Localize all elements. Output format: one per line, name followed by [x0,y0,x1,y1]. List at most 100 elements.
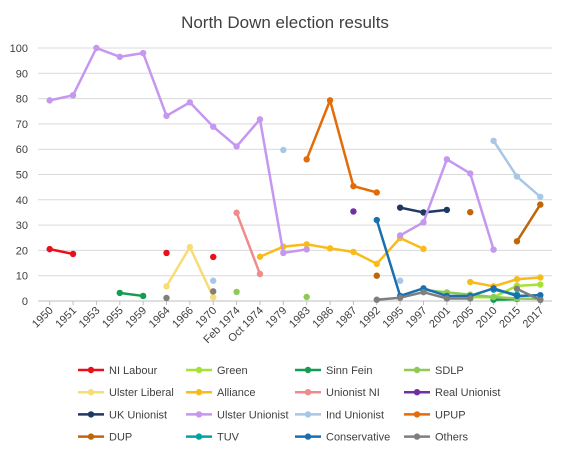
data-point [373,216,380,224]
x-tick-label: 1955 [100,305,126,331]
legend-label: Ulster Unionist [217,409,289,421]
data-point [513,276,521,283]
series-line [235,211,262,276]
data-point [326,245,334,252]
y-tick-label: 30 [16,220,28,232]
series-line [398,158,495,251]
data-point [233,209,240,216]
x-tick-label: 1997 [404,305,430,331]
data-point [139,49,147,57]
legend-swatch-marker [413,366,421,374]
series-line [515,203,542,243]
legend-swatch-marker [195,411,203,418]
y-tick-label: 10 [16,271,28,283]
legend-label: NI Labour [109,365,158,377]
data-point [373,189,380,196]
series-line [305,99,379,194]
data-point [537,274,544,281]
data-point [537,201,544,208]
data-point [420,209,427,216]
data-point [163,283,170,290]
data-point [443,295,451,302]
y-axis-ticks: 0 10 20 30 40 50 60 70 80 90 100 [10,43,28,308]
data-point [350,182,357,190]
series-ind-unionist [210,137,544,284]
data-point [537,193,544,200]
data-point [210,123,217,130]
legend-item-ind-unionist: Ind Unionist [295,409,384,421]
legend-swatch-marker [195,389,203,396]
legend-label: Ulster Liberal [109,387,174,399]
data-point [233,143,240,150]
data-point [69,92,77,99]
y-tick-label: 50 [16,170,28,182]
data-point [396,294,404,301]
legend-item-uk-unionist: UK Unionist [78,409,167,421]
y-tick-label: 40 [16,195,28,207]
series-ulster-liberal [163,243,217,301]
x-tick-label: 1986 [310,305,336,331]
data-point [280,249,287,257]
data-point [303,246,310,253]
series-conservative [373,216,544,300]
data-point [116,289,123,297]
legend-item-ni-labour: NI Labour [78,365,158,377]
data-point [373,296,380,303]
legend-item-unionist-ni: Unionist NI [295,387,380,399]
data-point [210,294,217,301]
x-tick-label: 2001 [427,305,453,331]
x-tick-label: 1995 [380,305,406,331]
series-ulster-unionist [46,44,497,257]
legend-swatch-marker [87,389,95,396]
data-point [69,250,77,258]
data-point [303,241,310,248]
legend-swatch-marker [304,433,312,440]
chart-title: North Down election results [181,13,389,32]
series-line [468,276,542,288]
legend-label: Alliance [217,387,256,399]
series-real-unionist [350,208,357,215]
series-unionist-ni [233,209,264,278]
x-tick-label: 2005 [451,305,477,331]
x-tick-label: 1983 [287,305,313,331]
data-point [513,238,521,245]
x-tick-label: 2015 [497,305,523,331]
data-point [537,291,544,299]
data-point [490,293,497,301]
legend-swatch-marker [413,389,421,396]
grid-lines [38,47,552,302]
data-point [116,53,123,61]
data-point [210,277,217,284]
data-point [373,260,380,268]
legend-label: Ind Unionist [326,409,384,421]
legend-swatch-marker [195,366,203,374]
data-point [396,232,404,239]
legend-item-others: Others [404,432,469,444]
x-tick-label: 2010 [474,305,500,331]
legend-item-ulster-liberal: Ulster Liberal [78,387,174,399]
series-line [165,245,215,299]
data-point [186,243,194,251]
series-line [422,288,542,301]
x-tick-label: 1992 [357,305,383,331]
x-tick-label: 2017 [521,305,547,331]
series-line [258,236,425,266]
data-point [163,249,170,257]
data-point [396,204,404,211]
legend-item-tuv: TUV [186,432,240,444]
x-tick-label: 1953 [77,305,103,331]
data-point [186,99,194,106]
legend-item-dup: DUP [78,432,132,444]
legend-item-alliance: Alliance [186,387,256,399]
data-point [139,292,147,300]
data-point [537,296,544,304]
y-tick-label: 20 [16,245,28,257]
legend-swatch-marker [304,411,312,418]
x-tick-label: 1959 [123,305,149,331]
legend-item-real-unionist: Real Unionist [404,387,500,399]
x-tick-label: 1987 [334,305,360,331]
legend: NI Labour Green Sinn Fein SDLP Ulster Libera… [78,365,500,444]
